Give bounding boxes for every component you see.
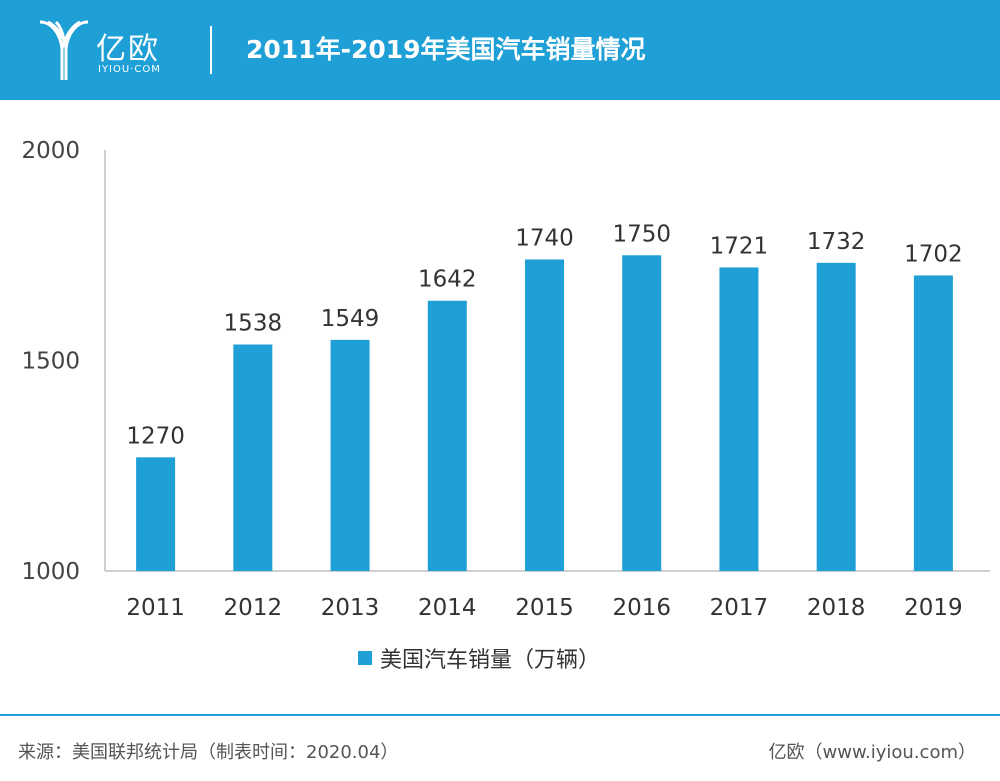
- x-tick-label: 2014: [418, 595, 477, 621]
- data-label: 1702: [904, 241, 963, 267]
- x-tick-label: 2013: [321, 595, 380, 621]
- x-tick-label: 2019: [904, 595, 963, 621]
- x-tick-label: 2018: [807, 595, 866, 621]
- yiou-logo-icon: [39, 20, 89, 80]
- bar: [233, 344, 273, 571]
- data-label: 1750: [612, 221, 671, 247]
- data-label: 1549: [321, 306, 380, 332]
- logo-subtext: IYIOU·COM: [98, 64, 161, 75]
- y-tick-label: 1500: [21, 349, 80, 375]
- chart-legend: 美国汽车销量（万辆）: [358, 643, 600, 673]
- y-tick-label: 2000: [21, 138, 80, 164]
- source-note: 来源：美国联邦统计局（制表时间：2020.04）: [18, 742, 399, 763]
- header-banner: 亿欧 IYIOU·COM 2011年-2019年美国汽车销量情况: [0, 0, 1000, 100]
- bar: [816, 262, 856, 571]
- y-tick-label: 1000: [21, 559, 80, 585]
- data-label: 1538: [224, 311, 283, 337]
- bar-chart: 1000 1500 2000 1270 2011 1538 2012 1549 2013 1642…: [21, 138, 990, 621]
- brand-credit: 亿欧（www.iyiou.com）: [768, 742, 976, 763]
- data-label: 1270: [126, 423, 185, 449]
- data-label: 1642: [418, 267, 477, 293]
- x-tick-label: 2012: [224, 595, 283, 621]
- bar: [913, 275, 953, 571]
- bar: [622, 255, 662, 571]
- x-tick-label: 2017: [710, 595, 769, 621]
- bar: [136, 457, 176, 571]
- x-tick-label: 2011: [126, 595, 185, 621]
- logo-text: 亿欧: [96, 32, 160, 67]
- bar: [427, 300, 467, 571]
- x-tick-label: 2016: [612, 595, 671, 621]
- x-tick-label: 2015: [515, 595, 574, 621]
- data-label: 1732: [807, 229, 866, 255]
- data-label: 1721: [710, 233, 769, 259]
- data-label: 1740: [515, 225, 574, 251]
- header-divider: [210, 26, 212, 74]
- bar: [719, 267, 759, 571]
- footer-divider: [0, 714, 1000, 716]
- legend-label: 美国汽车销量（万辆）: [380, 648, 601, 673]
- legend-swatch: [358, 651, 372, 665]
- bar: [525, 259, 564, 571]
- page-title: 2011年-2019年美国汽车销量情况: [246, 35, 646, 64]
- bar: [330, 339, 370, 571]
